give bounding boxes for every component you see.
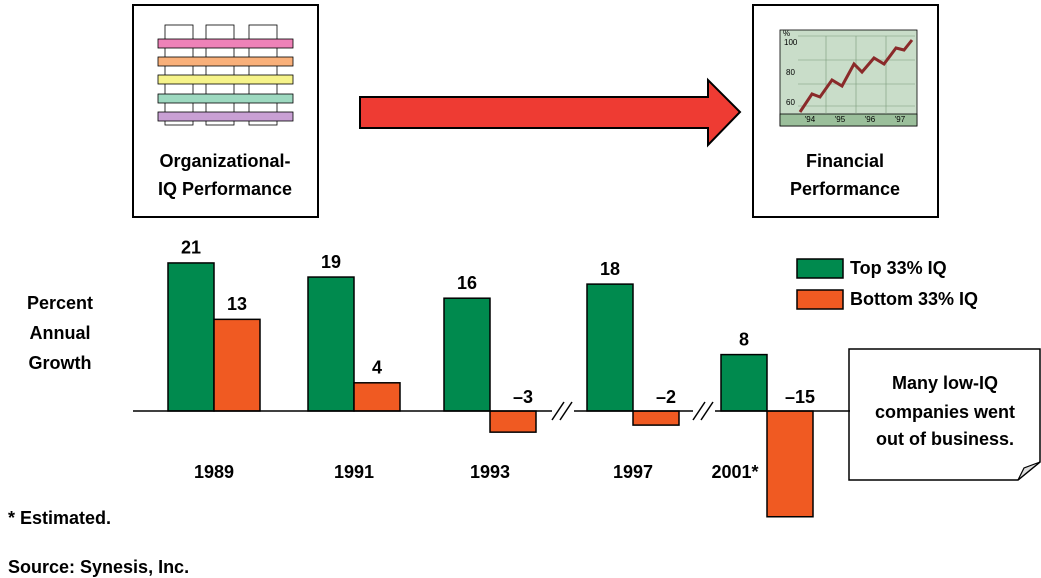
annotation: companies went bbox=[875, 402, 1015, 422]
source-label: Organizational- bbox=[159, 151, 290, 171]
icon-y-tick: 80 bbox=[786, 68, 795, 77]
bar bbox=[721, 355, 767, 411]
value-label: –3 bbox=[513, 387, 533, 407]
footnote: * Estimated. bbox=[8, 508, 111, 528]
legend-swatch bbox=[797, 259, 843, 278]
x-tick-label: 1997 bbox=[613, 462, 653, 482]
bar bbox=[214, 319, 260, 411]
bar bbox=[308, 277, 354, 411]
legend-swatch bbox=[797, 290, 843, 309]
x-tick-label: 1989 bbox=[194, 462, 234, 482]
icon-unit: % bbox=[783, 29, 790, 38]
bar bbox=[168, 263, 214, 411]
icon-y-tick: 100 bbox=[784, 38, 798, 47]
icon-x-tick: '95 bbox=[835, 115, 846, 124]
org-icon bbox=[158, 25, 293, 125]
footnote: Source: Synesis, Inc. bbox=[8, 557, 189, 577]
target-label: Performance bbox=[790, 179, 900, 199]
icon-y-tick: 60 bbox=[786, 98, 795, 107]
value-label: 8 bbox=[739, 329, 749, 349]
value-label: 21 bbox=[181, 238, 201, 258]
finance-icon bbox=[780, 30, 917, 126]
bar bbox=[490, 411, 536, 432]
page: Organizational- IQ Performance % 100 80 … bbox=[0, 0, 1041, 578]
annotation: out of business. bbox=[876, 429, 1014, 449]
bar bbox=[444, 298, 490, 411]
bar bbox=[767, 411, 813, 517]
bar bbox=[633, 411, 679, 425]
legend-label: Top 33% IQ bbox=[850, 258, 947, 278]
x-tick-label: 1991 bbox=[334, 462, 374, 482]
bar bbox=[354, 383, 400, 411]
value-label: –2 bbox=[656, 387, 676, 407]
value-label: 18 bbox=[600, 259, 620, 279]
value-label: 16 bbox=[457, 273, 477, 293]
y-label: Percent bbox=[27, 293, 93, 313]
y-label: Annual bbox=[30, 323, 91, 343]
value-label: 4 bbox=[372, 358, 382, 378]
bar bbox=[587, 284, 633, 411]
legend-label: Bottom 33% IQ bbox=[850, 289, 978, 309]
value-label: 13 bbox=[227, 294, 247, 314]
arrow bbox=[360, 80, 740, 145]
source-label: IQ Performance bbox=[158, 179, 292, 199]
icon-x-tick: '96 bbox=[865, 115, 876, 124]
y-label: Growth bbox=[29, 353, 92, 373]
x-tick-label: 1993 bbox=[470, 462, 510, 482]
annotation: Many low-IQ bbox=[892, 373, 998, 393]
x-tick-label: 2001* bbox=[711, 462, 758, 482]
icon-x-tick: '94 bbox=[805, 115, 816, 124]
icon-x-tick: '97 bbox=[895, 115, 906, 124]
value-label: 19 bbox=[321, 252, 341, 272]
target-label: Financial bbox=[806, 151, 884, 171]
value-label: –15 bbox=[785, 387, 815, 407]
